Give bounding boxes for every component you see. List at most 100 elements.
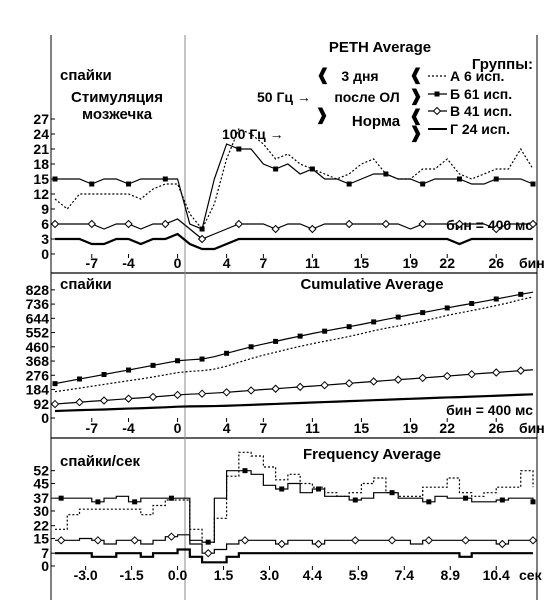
x-tick-label: 19 bbox=[403, 255, 419, 271]
x-tick-label: 8.9 bbox=[441, 567, 461, 583]
data-point-V bbox=[461, 536, 470, 545]
data-point-V bbox=[271, 384, 280, 393]
y-tick-label: 184 bbox=[26, 382, 50, 398]
y-tick-label: 45 bbox=[33, 476, 49, 492]
x-tick-label: 7.4 bbox=[395, 567, 415, 583]
x-tick-label: 26 bbox=[488, 420, 504, 436]
data-point-B bbox=[279, 486, 285, 492]
y-axis-label: спайки bbox=[60, 67, 112, 84]
data-point-V bbox=[424, 536, 434, 545]
data-point-V bbox=[492, 224, 501, 234]
series-line-G bbox=[55, 548, 533, 564]
data-point-V bbox=[50, 219, 60, 229]
x-tick-label: 1.5 bbox=[214, 567, 234, 583]
frequency-label: 50 Гц → bbox=[257, 89, 311, 105]
data-point-B bbox=[493, 296, 499, 302]
data-point-V bbox=[528, 536, 538, 545]
data-point-B bbox=[236, 146, 242, 152]
data-point-B bbox=[162, 176, 168, 182]
data-point-V bbox=[314, 539, 323, 549]
data-point-V bbox=[148, 392, 158, 402]
data-point-V bbox=[308, 224, 317, 234]
y-tick-label: 552 bbox=[26, 325, 50, 341]
x-tick-label: 3.0 bbox=[260, 567, 280, 583]
y-tick-label: 9 bbox=[41, 201, 49, 217]
data-point-V bbox=[528, 219, 538, 229]
x-tick-label: 22 bbox=[439, 255, 455, 271]
data-point-V bbox=[467, 369, 476, 379]
legend-title: Группы: bbox=[472, 56, 533, 73]
legend-label: А 6 исп. bbox=[450, 68, 504, 84]
chart-title: Frequency Average bbox=[303, 446, 441, 463]
series-line-V bbox=[55, 534, 533, 554]
x-tick-label: 5.9 bbox=[349, 567, 369, 583]
condition-label: после ОЛ bbox=[334, 89, 399, 105]
data-point-V bbox=[393, 375, 403, 384]
x-unit-label: бин bbox=[519, 420, 545, 436]
y-tick-label: 30 bbox=[33, 503, 49, 519]
y-axis-label: спайки bbox=[60, 276, 112, 293]
x-tick-label: -7 bbox=[86, 255, 99, 271]
data-point-V bbox=[455, 219, 464, 229]
x-tick-label: 15 bbox=[354, 420, 370, 436]
y-tick-label: 12 bbox=[33, 186, 49, 202]
data-point-B bbox=[316, 486, 322, 492]
series-G bbox=[55, 548, 533, 564]
data-point-V bbox=[56, 536, 66, 545]
data-point-V bbox=[295, 382, 305, 392]
data-point-B bbox=[499, 497, 505, 503]
chart-title: Cumulative Average bbox=[300, 276, 443, 293]
series-A bbox=[55, 451, 534, 543]
data-point-B bbox=[346, 324, 352, 330]
data-point-V bbox=[234, 219, 244, 229]
data-point-B bbox=[309, 166, 315, 172]
data-point-B bbox=[530, 181, 536, 187]
x-tick-label: 7 bbox=[259, 420, 267, 436]
data-point-V bbox=[418, 373, 427, 383]
data-point-B bbox=[199, 356, 205, 362]
data-point-B bbox=[444, 305, 450, 311]
x-tick-label: 0 bbox=[174, 255, 182, 271]
x-unit-label: бин bbox=[519, 255, 545, 271]
data-point-B bbox=[383, 171, 389, 177]
data-point-B bbox=[52, 176, 58, 182]
data-point-B bbox=[242, 468, 248, 474]
x-tick-label: 15 bbox=[354, 255, 370, 271]
x-tick-label: 4.4 bbox=[303, 567, 323, 583]
data-point-B bbox=[322, 328, 328, 334]
y-tick-label: 37 bbox=[33, 490, 49, 506]
data-point-B bbox=[420, 310, 426, 316]
series-G bbox=[54, 393, 534, 413]
data-point-V bbox=[130, 536, 139, 545]
frequency-label: 100 Гц → bbox=[222, 126, 284, 142]
x-tick-label: 11 bbox=[305, 420, 320, 436]
data-point-V bbox=[351, 536, 360, 545]
data-point-B bbox=[389, 490, 395, 496]
data-point-V bbox=[381, 219, 391, 229]
data-point-B bbox=[248, 344, 254, 350]
data-point-V bbox=[197, 234, 207, 244]
data-point-V bbox=[492, 368, 501, 377]
data-point-V bbox=[240, 536, 250, 545]
y-tick-label: 3 bbox=[41, 231, 49, 247]
data-point-V bbox=[498, 539, 507, 549]
data-point-B bbox=[168, 495, 174, 501]
data-point-V bbox=[344, 219, 354, 229]
y-tick-label: 27 bbox=[33, 111, 49, 127]
y-tick-label: 7 bbox=[41, 545, 49, 561]
series-B bbox=[52, 143, 536, 232]
y-tick-label: 15 bbox=[33, 171, 49, 187]
x-tick-label: -3.0 bbox=[74, 567, 98, 583]
series-A bbox=[54, 296, 534, 393]
data-point-V bbox=[161, 219, 170, 229]
data-point-B bbox=[420, 181, 426, 187]
y-tick-label: 644 bbox=[26, 310, 50, 326]
data-point-V bbox=[277, 539, 286, 549]
data-point-B bbox=[530, 499, 536, 505]
data-point-B bbox=[205, 539, 211, 545]
data-point-B bbox=[132, 499, 138, 505]
x-tick-label: -4 bbox=[122, 255, 135, 271]
